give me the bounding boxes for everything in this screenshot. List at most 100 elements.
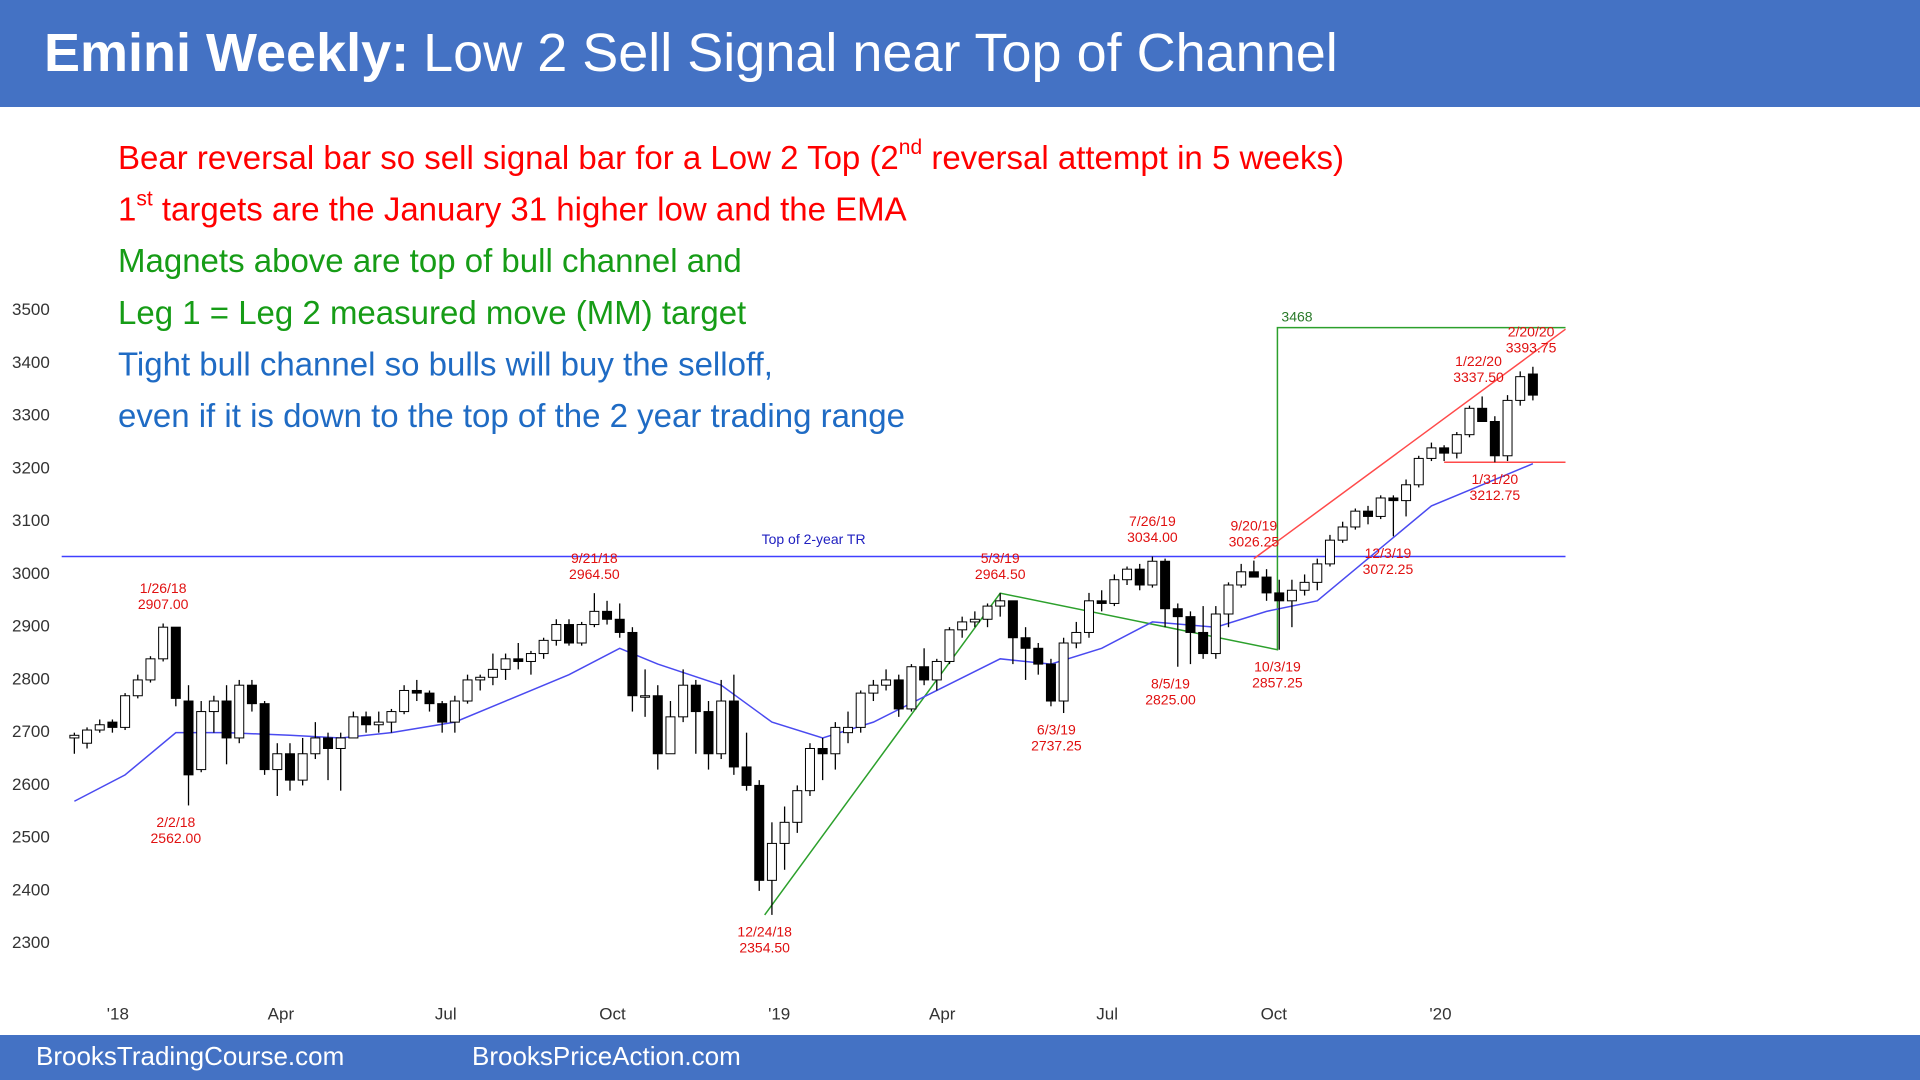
overlay-label: Top of 2-year TR bbox=[762, 531, 866, 547]
y-tick-label: 3300 bbox=[12, 406, 50, 425]
candle-body bbox=[538, 639, 549, 655]
y-tick-label: 2900 bbox=[12, 617, 50, 636]
x-tick-label: Apr bbox=[268, 1004, 295, 1023]
candle-body bbox=[1147, 560, 1158, 586]
candle-body bbox=[944, 629, 955, 662]
note-text: reversal attempt in 5 weeks) bbox=[922, 139, 1344, 176]
annotation-date: 10/3/19 bbox=[1254, 658, 1301, 674]
annotation-price: 2737.25 bbox=[1031, 738, 1082, 754]
candle-body bbox=[487, 668, 498, 678]
annotation-date: 9/21/18 bbox=[571, 550, 618, 566]
candle-body bbox=[919, 666, 930, 681]
candle-body bbox=[741, 766, 752, 786]
note-text: Bear reversal bar so sell signal bar for… bbox=[118, 139, 899, 176]
candle-body bbox=[323, 737, 334, 749]
candle-body bbox=[132, 679, 143, 697]
candle-body bbox=[145, 658, 156, 681]
annotation-date: 1/26/18 bbox=[140, 580, 187, 596]
candle-body bbox=[462, 679, 473, 702]
y-tick-label: 3100 bbox=[12, 511, 50, 530]
candle-body bbox=[614, 618, 625, 633]
overlay-line bbox=[1253, 328, 1566, 560]
annotation-price: 3026.25 bbox=[1229, 533, 1280, 549]
candle-body bbox=[766, 842, 777, 881]
candle-body bbox=[335, 737, 346, 749]
candle-body bbox=[881, 679, 892, 686]
note-line: Magnets above are top of bull channel an… bbox=[118, 242, 742, 279]
candle-body bbox=[348, 716, 359, 739]
y-tick-label: 2800 bbox=[12, 669, 50, 688]
candle-body bbox=[906, 666, 917, 710]
y-tick-label: 2400 bbox=[12, 880, 50, 899]
candle-body bbox=[855, 692, 866, 728]
candle-body bbox=[665, 716, 676, 755]
candle-body bbox=[995, 600, 1006, 607]
candle-body bbox=[373, 721, 384, 726]
annotation-date: 2/2/18 bbox=[156, 814, 195, 830]
candle-body bbox=[1426, 447, 1437, 459]
candle-body bbox=[868, 684, 879, 694]
candle-body bbox=[1401, 484, 1412, 502]
note-line: Tight bull channel so bulls will buy the… bbox=[118, 345, 773, 382]
candle-body bbox=[1337, 526, 1348, 541]
candle-body bbox=[183, 700, 194, 776]
candle-body bbox=[513, 658, 524, 662]
slide-title: Emini Weekly: Low 2 Sell Signal near Top … bbox=[44, 23, 1338, 83]
candle-body bbox=[589, 610, 600, 626]
annotation-date: 9/20/19 bbox=[1231, 517, 1278, 533]
candle-body bbox=[690, 684, 701, 713]
annotation-date: 6/3/19 bbox=[1037, 722, 1076, 738]
footer-link: BrooksPriceAction.com bbox=[472, 1041, 741, 1071]
candle-body bbox=[1350, 510, 1361, 528]
note-superscript: st bbox=[136, 188, 153, 211]
x-tick-label: Apr bbox=[929, 1004, 956, 1023]
note-text: 1 bbox=[118, 190, 136, 227]
candle-body bbox=[1451, 434, 1462, 454]
candle-body bbox=[602, 610, 613, 620]
footer-bar bbox=[0, 1035, 1920, 1080]
candle-body bbox=[640, 695, 651, 698]
candle-body bbox=[969, 618, 980, 623]
note-text: Leg 1 = Leg 2 measured move (MM) target bbox=[118, 294, 746, 331]
note-line: Bear reversal bar so sell signal bar for… bbox=[118, 136, 1344, 176]
candle-body bbox=[158, 626, 169, 660]
annotation-date: 1/31/20 bbox=[1471, 471, 1518, 487]
candle-body bbox=[703, 711, 714, 755]
candle-body bbox=[1502, 399, 1513, 457]
candle-body bbox=[411, 689, 422, 694]
candle-body bbox=[107, 721, 118, 728]
candle-body bbox=[1007, 600, 1018, 639]
annotation-price: 3212.75 bbox=[1470, 487, 1521, 503]
candle-body bbox=[475, 676, 486, 681]
candle-body bbox=[386, 711, 397, 723]
annotation-price: 2964.50 bbox=[975, 566, 1026, 582]
x-tick-label: Oct bbox=[599, 1004, 626, 1023]
candle-body bbox=[1083, 600, 1094, 633]
candle-body bbox=[1312, 563, 1323, 583]
candle-body bbox=[576, 624, 587, 644]
note-text: Tight bull channel so bulls will buy the… bbox=[118, 345, 773, 382]
candle-body bbox=[94, 724, 105, 731]
candle-body bbox=[170, 626, 181, 699]
candle-body bbox=[1172, 608, 1183, 618]
y-tick-label: 2600 bbox=[12, 775, 50, 794]
candle-body bbox=[1109, 579, 1120, 604]
annotation-date: 1/22/20 bbox=[1455, 353, 1502, 369]
candle-body bbox=[1033, 647, 1044, 665]
candle-body bbox=[310, 737, 321, 755]
candle-body bbox=[196, 711, 207, 771]
candle-body bbox=[1210, 613, 1221, 655]
candle-body bbox=[1324, 539, 1335, 565]
note-text: even if it is down to the top of the 2 y… bbox=[118, 397, 905, 434]
candle-body bbox=[120, 695, 131, 728]
x-tick-label: Jul bbox=[1096, 1004, 1118, 1023]
note-line: even if it is down to the top of the 2 y… bbox=[118, 397, 905, 434]
candle-body bbox=[399, 689, 410, 713]
candle-body bbox=[1134, 568, 1145, 586]
candle-body bbox=[1286, 589, 1297, 602]
annotation-price: 2857.25 bbox=[1252, 674, 1303, 690]
x-tick-label: '18 bbox=[107, 1004, 129, 1023]
candle-body bbox=[1020, 637, 1031, 649]
footer-link: BrooksTradingCourse.com bbox=[36, 1041, 344, 1071]
